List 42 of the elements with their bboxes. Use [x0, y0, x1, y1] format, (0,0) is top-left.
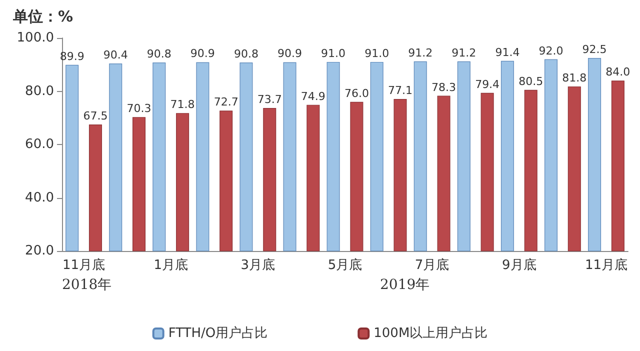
- data-label: 70.3: [126, 102, 152, 116]
- data-label: 92.5: [582, 42, 607, 56]
- data-label: 67.5: [83, 110, 108, 123]
- legend-label: 100M以上用户占比: [374, 326, 488, 341]
- text: 2019年: [380, 277, 430, 293]
- data-label: 90.8: [146, 47, 172, 60]
- data-label: 72.7: [214, 96, 238, 109]
- data-label: 91.2: [408, 46, 433, 60]
- legend-label: FTTH/O用户占比: [168, 326, 268, 341]
- data-label: 80.5: [518, 74, 544, 88]
- data-label: 91.0: [321, 46, 346, 60]
- y-tick-label: 60.0: [25, 137, 54, 152]
- data-label: 78.3: [432, 80, 456, 94]
- y-tick-label: 40.0: [25, 190, 54, 206]
- data-label: 76.0: [344, 86, 369, 100]
- data-label: 90.4: [103, 48, 128, 62]
- x-tick-label: 11月底: [584, 258, 628, 273]
- data-label: 74.9: [300, 90, 326, 103]
- x-tick-label: 9月底: [502, 258, 536, 273]
- data-label: 77.1: [388, 84, 412, 97]
- data-label: 71.8: [170, 98, 195, 112]
- data-label: 91.2: [452, 46, 476, 60]
- text: 2018年: [62, 277, 112, 293]
- x-tick-label: 5月底: [328, 258, 362, 273]
- x-tick-label: 3月底: [240, 258, 276, 273]
- data-label: 92.0: [538, 44, 564, 58]
- data-label: 91.4: [495, 46, 520, 59]
- y-tick-label: 80.0: [25, 84, 54, 99]
- data-label: 90.9: [278, 47, 302, 60]
- x-tick-label: 7月底: [414, 258, 450, 273]
- y-tick-label: 100.0: [16, 30, 54, 46]
- data-label: 81.8: [562, 71, 587, 84]
- data-label: 90.8: [234, 47, 258, 60]
- data-label: 84.0: [606, 66, 630, 79]
- data-label: 73.7: [257, 93, 282, 106]
- x-tick-label: 11月底: [62, 258, 106, 273]
- x-tick-label: 1月底: [154, 258, 188, 273]
- data-label: 91.0: [364, 46, 390, 60]
- data-label: 90.9: [190, 47, 215, 60]
- chart-title: 单位：%: [12, 8, 74, 26]
- data-label: 79.4: [475, 78, 500, 91]
- y-tick-label: 20.0: [25, 244, 54, 258]
